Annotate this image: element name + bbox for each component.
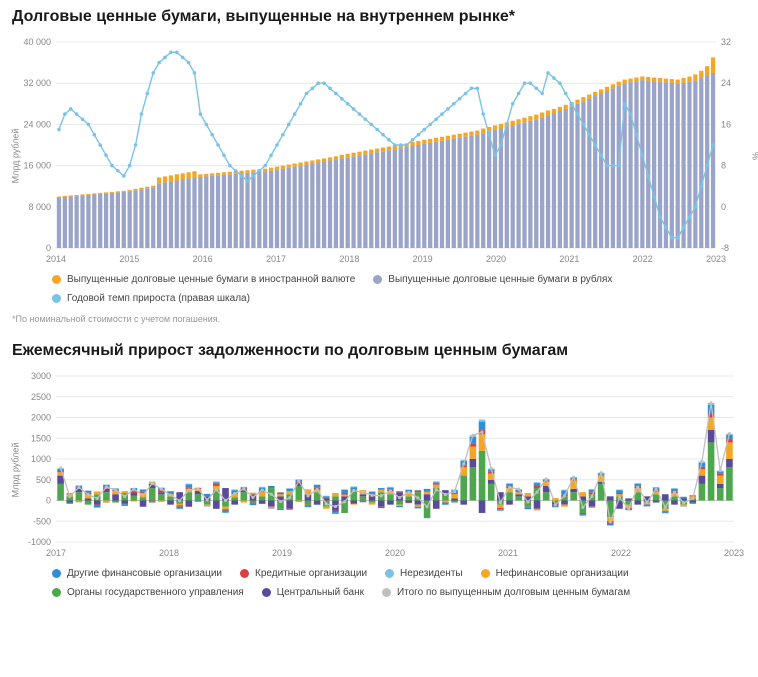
svg-text:2021: 2021 (559, 254, 579, 264)
legend-label: Выпущенные долговые ценные бумаги в рубл… (388, 274, 612, 285)
legend-label: Выпущенные долговые ценные бумаги в инос… (67, 274, 355, 285)
legend-item: Выпущенные долговые ценные бумаги в инос… (52, 274, 355, 285)
legend-label: Центральный банк (277, 587, 364, 598)
legend-swatch (52, 588, 61, 597)
legend-item: Другие финансовые организации (52, 568, 222, 579)
svg-text:2021: 2021 (498, 548, 518, 558)
legend-swatch (52, 294, 61, 303)
legend-swatch (382, 588, 391, 597)
legend-swatch (373, 275, 382, 284)
svg-text:2015: 2015 (119, 254, 139, 264)
svg-text:-8: -8 (721, 243, 729, 253)
legend-label: Нерезиденты (400, 568, 463, 579)
svg-text:24 000: 24 000 (23, 119, 51, 129)
svg-text:2019: 2019 (272, 548, 292, 558)
svg-text:1500: 1500 (31, 433, 51, 443)
svg-text:500: 500 (36, 475, 51, 485)
legend-label: Кредитные организации (255, 568, 367, 579)
svg-text:2018: 2018 (339, 254, 359, 264)
svg-text:2017: 2017 (266, 254, 286, 264)
legend-label: Годовой темп прироста (правая шкала) (67, 293, 250, 304)
svg-text:-500: -500 (33, 516, 51, 526)
svg-text:8: 8 (721, 161, 726, 171)
legend-label: Другие финансовые организации (67, 568, 222, 579)
svg-text:0: 0 (46, 243, 51, 253)
legend-label: Итого по выпущенным долговым ценным бума… (397, 587, 630, 598)
legend-swatch (240, 569, 249, 578)
legend-item: Годовой темп прироста (правая шкала) (52, 293, 250, 304)
legend-item: Итого по выпущенным долговым ценным бума… (382, 587, 630, 598)
svg-text:8 000: 8 000 (28, 202, 51, 212)
svg-text:2014: 2014 (46, 254, 66, 264)
legend-swatch (52, 275, 61, 284)
svg-text:2019: 2019 (413, 254, 433, 264)
legend-item: Центральный банк (262, 587, 364, 598)
svg-text:2022: 2022 (633, 254, 653, 264)
svg-text:2017: 2017 (46, 548, 66, 558)
legend-item: Нерезиденты (385, 568, 463, 579)
chart2-title: Ежемесячный прирост задолженности по дол… (12, 342, 746, 360)
legend-item: Нефинансовые организации (481, 568, 629, 579)
legend-label: Нефинансовые организации (496, 568, 629, 579)
chart1-svg: 0 -8 8 000 0 16 000 8 24 000 16 32 000 24 40 000 32… (12, 36, 746, 266)
svg-text:16: 16 (721, 119, 731, 129)
chart2-legend: Другие финансовые организации Кредитные о… (52, 568, 746, 598)
chart1: Млрд рублей % 0-88 000016 000824 0001632… (12, 36, 746, 266)
legend-swatch (481, 569, 490, 578)
svg-text:3000: 3000 (31, 371, 51, 381)
svg-text:2020: 2020 (385, 548, 405, 558)
legend-item: Органы государственного управления (52, 587, 244, 598)
chart1-title: Долговые ценные бумаги, выпущенные на вн… (12, 8, 746, 26)
svg-text:2500: 2500 (31, 392, 51, 402)
chart1-legend: Выпущенные долговые ценные бумаги в инос… (52, 274, 746, 304)
legend-swatch (52, 569, 61, 578)
legend-item: Выпущенные долговые ценные бумаги в рубл… (373, 274, 612, 285)
chart1-ylabel-right: % (751, 152, 758, 160)
legend-swatch (262, 588, 271, 597)
svg-text:-1000: -1000 (28, 537, 51, 547)
svg-text:16 000: 16 000 (23, 161, 51, 171)
svg-text:24: 24 (721, 78, 731, 88)
svg-text:2018: 2018 (159, 548, 179, 558)
legend-swatch (385, 569, 394, 578)
legend-label: Органы государственного управления (67, 587, 244, 598)
svg-text:0: 0 (721, 202, 726, 212)
svg-text:1000: 1000 (31, 454, 51, 464)
legend-item: Кредитные организации (240, 568, 367, 579)
svg-text:2022: 2022 (611, 548, 631, 558)
svg-text:2020: 2020 (486, 254, 506, 264)
svg-text:40 000: 40 000 (23, 37, 51, 47)
svg-text:2023: 2023 (706, 254, 726, 264)
svg-text:2000: 2000 (31, 413, 51, 423)
svg-text:2023: 2023 (724, 548, 744, 558)
svg-text:2016: 2016 (193, 254, 213, 264)
chart2-svg: -1000 -500 0 500 1000 1500 2000 2500 3000 2017 201… (12, 370, 746, 560)
svg-text:32 000: 32 000 (23, 78, 51, 88)
chart2: Млрд рублей -1000 -500 0 500 1000 1500 2000 250… (12, 370, 746, 560)
chart2-ylabel-left: Млрд рублей (10, 443, 20, 498)
chart1-footnote: *По номинальной стоимости с учетом погаш… (12, 314, 746, 324)
svg-text:32: 32 (721, 37, 731, 47)
svg-text:0: 0 (46, 496, 51, 506)
chart1-ylabel-left: Млрд рублей (10, 129, 20, 184)
